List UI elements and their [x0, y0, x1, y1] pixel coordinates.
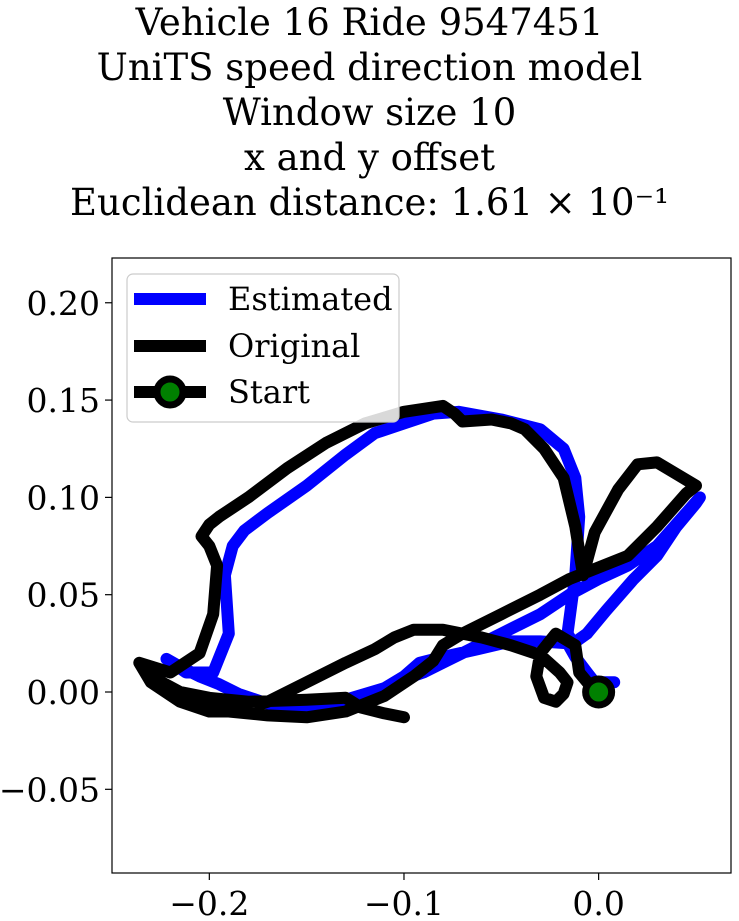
title-line-4: x and y offset	[244, 136, 495, 179]
x-tick-label: −0.1	[364, 884, 444, 921]
y-tick-label: 0.10	[27, 478, 100, 517]
x-tick-label: −0.2	[169, 884, 249, 921]
y-tick-label: 0.05	[27, 576, 100, 615]
legend-label-start: Start	[228, 373, 310, 411]
y-axis: −0.05 0.00 0.05 0.10 0.15 0.20	[0, 284, 112, 809]
y-tick-label: −0.05	[0, 770, 100, 809]
start-marker	[582, 675, 616, 709]
y-tick-label: 0.15	[27, 381, 100, 420]
series-line-original	[133, 399, 702, 724]
y-tick-label: 0.20	[27, 284, 100, 323]
legend-frame	[126, 273, 400, 423]
title-line-2: UniTS speed direction model	[96, 46, 643, 89]
title-line-3: Window size 10	[222, 91, 517, 134]
title-line-5: Euclidean distance: 1.61 × 10⁻¹	[70, 181, 669, 224]
series-layer	[133, 399, 706, 724]
title-line-1: Vehicle 16 Ride 9547451	[135, 1, 604, 44]
legend-swatch-start-marker	[153, 375, 187, 409]
legend: Estimated Original Start	[126, 273, 400, 423]
plot-frame	[111, 257, 732, 874]
chart-title: Vehicle 16 Ride 9547451 UniTS speed dire…	[0, 0, 739, 225]
y-tick-label: 0.00	[27, 673, 100, 712]
x-axis: −0.2 −0.1 0.0	[169, 873, 625, 921]
legend-label-original: Original	[228, 327, 360, 365]
series-line-estimated	[160, 405, 706, 714]
legend-label-estimated: Estimated	[228, 280, 393, 318]
x-tick-label: 0.0	[572, 884, 624, 921]
